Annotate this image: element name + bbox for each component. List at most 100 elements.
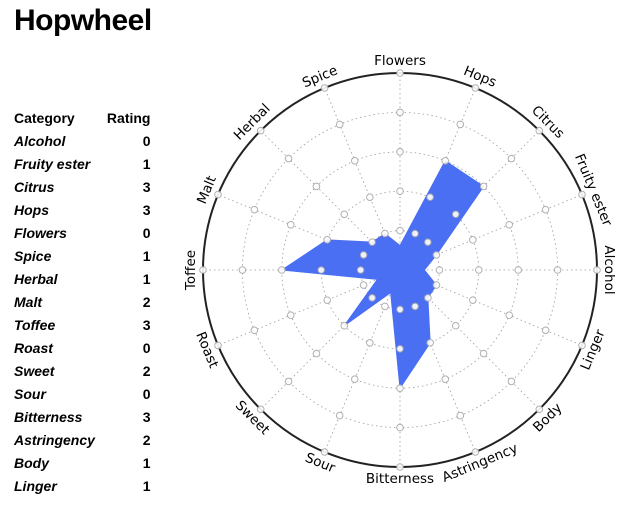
axis-label-sour: Sour — [303, 450, 338, 477]
grid-marker — [340, 210, 349, 219]
grid-marker — [250, 326, 259, 335]
grid-marker — [426, 339, 434, 347]
grid-marker — [411, 229, 419, 238]
grid-spoke — [217, 269, 401, 346]
grid-marker — [250, 205, 259, 214]
rating-cell: 2 — [142, 431, 151, 448]
grid-marker — [505, 311, 514, 320]
axis-label-linger: Linger — [578, 327, 609, 373]
table-row: Toffee 3 — [14, 313, 150, 336]
category-cell: Alcohol — [14, 132, 66, 149]
rating-cell: 3 — [142, 178, 151, 195]
grid-marker — [368, 238, 376, 246]
grid-marker — [396, 463, 404, 471]
grid-marker — [507, 154, 516, 163]
grid-marker — [535, 405, 544, 414]
grid-marker — [396, 384, 404, 393]
grid-spoke — [324, 269, 401, 453]
table-row: Herbal 1 — [14, 267, 150, 290]
axis-label-fruity-ester: Fruity ester — [571, 152, 615, 229]
grid-marker — [593, 266, 601, 274]
rating-cell: 0 — [142, 132, 151, 149]
grid-marker — [286, 220, 295, 229]
category-column-header: Category — [14, 109, 75, 126]
table-row: Bitterness 3 — [14, 405, 150, 428]
table-row: Linger 1 — [14, 474, 150, 497]
grid-marker — [396, 69, 404, 77]
grid-marker — [381, 302, 389, 311]
grid-marker — [312, 349, 321, 358]
category-cell: Linger — [14, 477, 57, 494]
grid-marker — [214, 190, 222, 199]
axis-label-body: Body — [530, 400, 565, 435]
grid-marker — [278, 266, 286, 274]
rating-cell: 3 — [142, 201, 151, 218]
grid-marker — [396, 305, 404, 314]
table-row: Citrus 3 — [14, 175, 150, 198]
grid-marker — [320, 84, 329, 92]
ratings-table: Category Rating Alcohol 0 Fruity ester 1 Cit… — [14, 106, 150, 497]
grid-marker — [359, 281, 368, 289]
rating-cell: 0 — [142, 224, 151, 241]
table-header-row: Category Rating — [14, 106, 150, 129]
grid-marker — [541, 205, 550, 214]
grid-marker — [456, 120, 465, 129]
grid-marker — [284, 377, 293, 386]
table-row: Spice 1 — [14, 244, 150, 267]
axis-label-alcohol: Alcohol — [601, 245, 617, 294]
grid-marker — [323, 236, 331, 244]
grid-marker — [424, 294, 432, 302]
table-row: Malt 2 — [14, 290, 150, 313]
grid-marker — [320, 448, 329, 456]
axis-label-flowers: Flowers — [374, 53, 426, 69]
grid-marker — [396, 108, 404, 117]
table-row: Body 1 — [14, 451, 150, 474]
grid-marker — [359, 251, 368, 259]
grid-marker — [366, 339, 374, 347]
axis-label-sweet: Sweet — [232, 397, 273, 438]
table-row: Fruity ester 1 — [14, 152, 150, 175]
grid-marker — [368, 294, 376, 302]
rating-cell: 2 — [142, 362, 151, 379]
category-cell: Roast — [14, 339, 53, 356]
grid-marker — [578, 190, 586, 199]
rating-cell: 1 — [142, 477, 151, 494]
table-row: Astringency 2 — [14, 428, 150, 451]
axis-label-bitterness: Bitterness — [366, 471, 434, 487]
axis-label-hops: Hops — [461, 63, 499, 91]
grid-marker — [578, 341, 586, 350]
page-title: Hopwheel — [14, 4, 152, 37]
axis-label-roast: Roast — [192, 330, 221, 371]
grid-marker — [553, 266, 562, 274]
table-row: Flowers 0 — [14, 221, 150, 244]
grid-marker — [381, 229, 389, 238]
rating-cell: 3 — [142, 408, 151, 425]
rating-cell: 1 — [142, 247, 151, 264]
grid-marker — [312, 182, 321, 191]
grid-marker — [471, 448, 480, 456]
table-row: Roast 0 — [14, 336, 150, 359]
grid-marker — [475, 266, 483, 274]
grid-marker — [479, 182, 488, 191]
category-cell: Sour — [14, 385, 46, 402]
grid-marker — [366, 193, 374, 201]
rating-cell: 0 — [142, 339, 151, 356]
ratings-table-body: Alcohol 0 Fruity ester 1 Citrus 3 Hops 3 Flowers… — [14, 129, 150, 497]
grid-marker — [214, 341, 222, 350]
grid-marker — [323, 296, 331, 304]
data-area — [281, 160, 485, 389]
rating-cell: 0 — [142, 385, 151, 402]
grid-marker — [426, 193, 434, 201]
grid-marker — [284, 154, 293, 163]
category-cell: Citrus — [14, 178, 55, 195]
grid-marker — [456, 411, 465, 420]
axis-label-astringency: Astringency — [440, 440, 520, 486]
grid-marker — [238, 266, 247, 274]
category-cell: Fruity ester — [14, 155, 91, 172]
category-cell: Spice — [14, 247, 52, 264]
rating-cell: 1 — [142, 270, 151, 287]
rating-column-header: Rating — [106, 109, 151, 126]
grid-marker — [451, 321, 460, 330]
table-row: Sour 0 — [14, 382, 150, 405]
category-cell: Flowers — [14, 224, 67, 241]
